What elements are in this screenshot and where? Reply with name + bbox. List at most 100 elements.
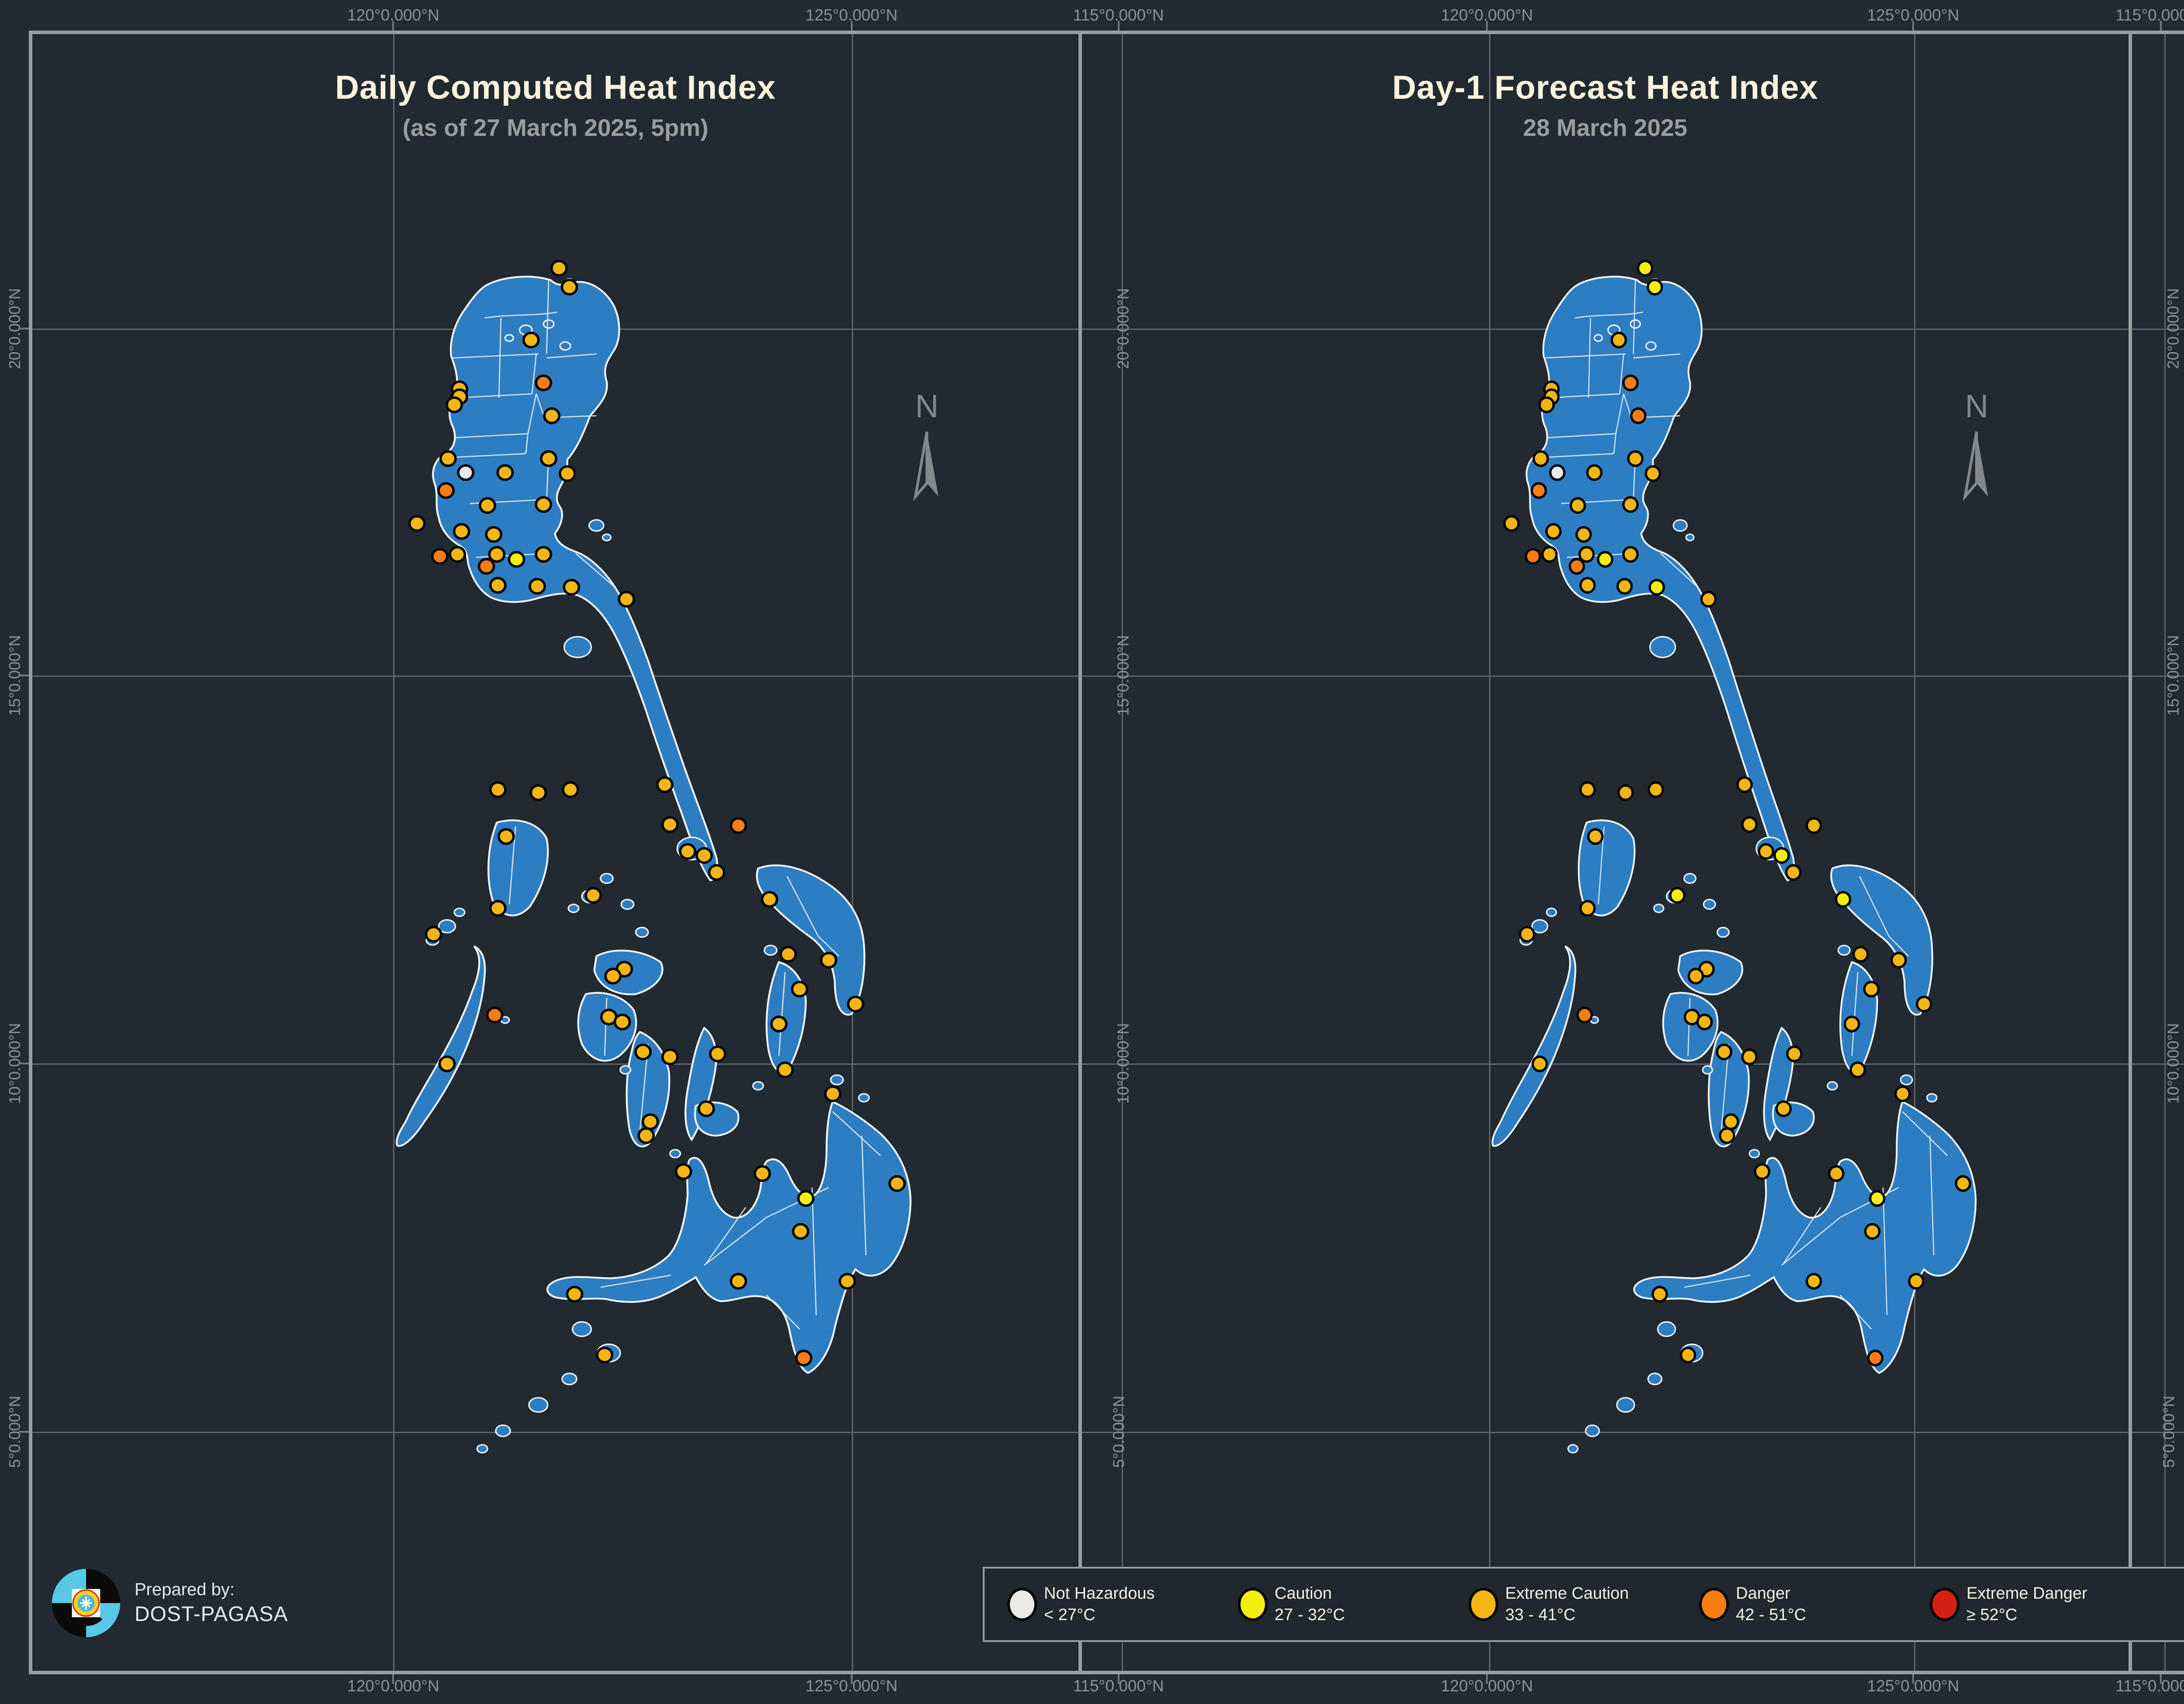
station-dot-extreme_caution: [1775, 1100, 1792, 1117]
station-dot-extreme_caution: [1785, 864, 1802, 881]
station-dot-danger: [1622, 374, 1639, 391]
province-border: [1597, 826, 1605, 905]
islet-shape: [619, 1065, 632, 1075]
station-dot-extreme_caution: [439, 450, 457, 468]
station-dot-extreme_caution: [1545, 523, 1562, 540]
islet-shape: [752, 1081, 764, 1091]
islet-shape: [561, 1372, 578, 1385]
islet-shape: [505, 334, 515, 342]
station-dot-extreme_caution: [479, 497, 497, 514]
province-border: [546, 353, 597, 359]
station-dot-extreme_caution: [449, 546, 467, 563]
station-dot-danger: [1524, 548, 1541, 565]
station-dot-extreme_caution: [1786, 1046, 1803, 1063]
legend-dot-extreme_caution: [1469, 1588, 1498, 1621]
graticule-tick: [1912, 21, 1914, 31]
station-dot-extreme_caution: [729, 1273, 747, 1290]
islet-shape: [563, 636, 592, 658]
station-dot-extreme_caution: [489, 577, 507, 594]
map-panel: Day-2 Forecast Heat Index 29 March 2025 …: [2128, 34, 2184, 1671]
station-dot-not_hazardous: [1549, 464, 1566, 481]
islet-shape: [830, 1074, 844, 1086]
province-border: [527, 394, 537, 434]
station-dot-extreme_caution: [453, 523, 470, 540]
graticule-tick: [2160, 1674, 2162, 1684]
station-dot-extreme_caution: [1569, 497, 1586, 514]
station-dot-extreme_caution: [535, 496, 553, 513]
islet-shape: [1703, 899, 1716, 910]
province-border: [1783, 1207, 1821, 1264]
station-dot-extreme_caution: [1736, 776, 1753, 793]
station-dot-danger: [437, 482, 455, 499]
islet-shape: [1585, 1424, 1600, 1437]
islet-shape: [1749, 1149, 1760, 1159]
province-border: [447, 453, 526, 458]
station-dot-extreme_caution: [1852, 946, 1869, 963]
station-dot-extreme_caution: [1579, 900, 1596, 917]
latitude-label-inner: 15°0.000°N: [1114, 635, 1132, 716]
station-dot-extreme_caution: [1541, 546, 1558, 563]
station-dot-extreme_caution: [779, 946, 797, 963]
station-dot-caution: [1646, 279, 1663, 296]
legend-label: Extreme Danger: [1966, 1584, 2087, 1603]
station-dot-extreme_caution: [1616, 578, 1633, 595]
province-border: [484, 312, 557, 319]
station-dot-caution: [1669, 887, 1686, 904]
province-border: [508, 826, 516, 905]
legend-dot-extreme_danger: [1930, 1588, 1959, 1621]
station-dot-extreme_caution: [1519, 926, 1535, 943]
legend-range: 42 - 51°C: [1736, 1606, 1806, 1624]
province-border: [1619, 354, 1624, 394]
station-dot-extreme_caution: [1716, 1043, 1732, 1060]
station-dot-extreme_caution: [1805, 817, 1822, 834]
station-dot-danger: [729, 817, 747, 834]
panel-title-block: Day-2 Forecast Heat Index 29 March 2025: [2132, 69, 2184, 142]
station-dot-extreme_caution: [1687, 968, 1704, 985]
islet-shape: [567, 904, 580, 913]
station-dot-extreme_caution: [1719, 1127, 1735, 1144]
legend-range: < 27°C: [1044, 1606, 1095, 1624]
station-dot-danger: [535, 374, 553, 391]
station-dot-extreme_caution: [1610, 332, 1627, 349]
station-dot-extreme_caution: [566, 1286, 584, 1303]
graticule-meridian: [393, 34, 395, 1671]
north-arrow: N: [1956, 388, 1997, 503]
graticule-parallel: [32, 675, 1079, 677]
station-dot-caution: [1597, 551, 1614, 568]
province-border: [1851, 972, 1859, 1056]
panel-subtitle: 28 March 2025: [1523, 114, 1688, 141]
map-panel: Daily Computed Heat Index (as of 27 Marc…: [32, 34, 1079, 1671]
islet-shape: [1546, 907, 1557, 917]
longitude-label-bottom: 115°0.000°N: [2115, 1677, 2184, 1695]
station-dot-extreme_caution: [489, 900, 507, 917]
station-dot-extreme_caution: [425, 926, 442, 943]
islet-shape: [543, 319, 555, 329]
station-dot-extreme_caution: [1648, 781, 1664, 798]
station-dot-extreme_caution: [770, 1015, 788, 1032]
province-border: [1902, 1111, 1948, 1157]
islet-shape: [1717, 927, 1730, 938]
legend-dot-not_hazardous: [1007, 1588, 1037, 1621]
station-dot-caution: [1773, 847, 1790, 864]
station-dot-extreme_caution: [1532, 450, 1549, 468]
station-dot-extreme_caution: [634, 1043, 652, 1060]
station-dot-extreme_caution: [1617, 784, 1634, 801]
latitude-label-inner: 5°0.000°N: [1109, 1396, 1128, 1468]
station-dot-extreme_caution: [529, 578, 546, 595]
islet-shape: [1645, 341, 1657, 351]
station-dot-extreme_caution: [824, 1085, 842, 1102]
station-dot-extreme_caution: [614, 1014, 631, 1031]
province-border: [1613, 433, 1617, 454]
station-dot-danger: [431, 548, 449, 565]
panel-subtitle: (as of 27 March 2025, 5pm): [402, 114, 708, 141]
station-dot-extreme_caution: [753, 1165, 771, 1182]
province-border: [1882, 1188, 1888, 1316]
islet-shape: [1647, 1372, 1662, 1385]
station-dot-extreme_caution: [1579, 577, 1596, 594]
islet-shape: [1673, 519, 1688, 532]
station-dot-extreme_caution: [1679, 1347, 1697, 1364]
station-dot-caution: [1637, 260, 1654, 277]
province-border: [455, 433, 529, 439]
latitude-label-inner: 10°0.000°N: [1114, 1023, 1132, 1104]
legend-item: Extreme Caution 33 - 41°C: [1469, 1583, 1699, 1626]
